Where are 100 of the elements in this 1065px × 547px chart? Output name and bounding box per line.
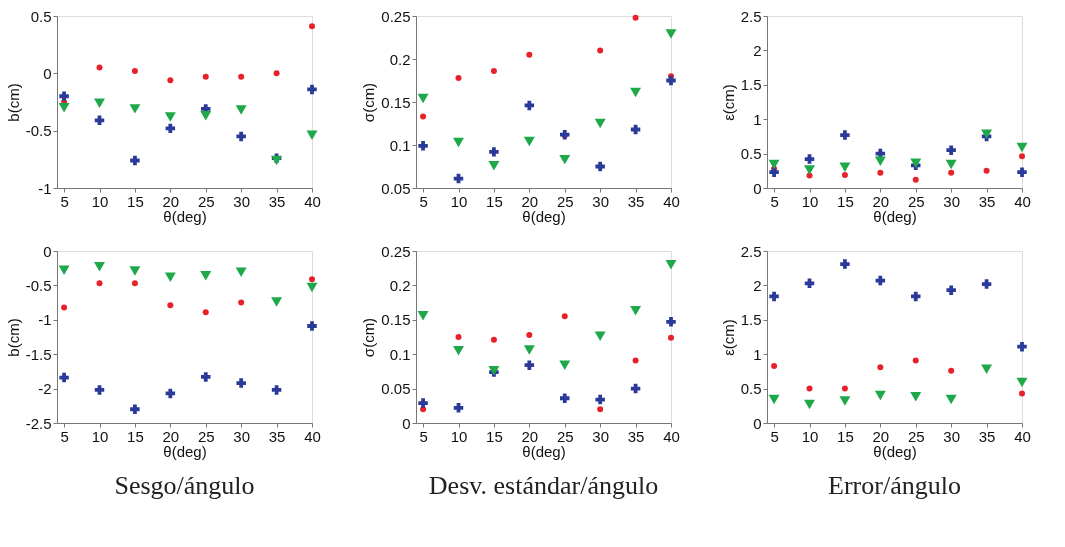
point <box>418 398 428 408</box>
x-tick-label: 40 <box>304 192 321 210</box>
x-tick-label: 5 <box>419 192 428 210</box>
x-tick-label: 20 <box>162 427 180 445</box>
point <box>236 378 246 388</box>
point <box>235 105 247 115</box>
point <box>94 385 105 395</box>
point <box>1017 341 1027 352</box>
point <box>561 313 568 320</box>
point <box>489 147 499 157</box>
point <box>490 336 497 343</box>
y-tick-label: 1.5 <box>740 76 762 94</box>
point <box>877 169 884 176</box>
point <box>309 276 315 283</box>
point <box>418 141 428 151</box>
point <box>238 299 245 306</box>
x-tick-label: 5 <box>60 427 69 445</box>
point <box>130 404 140 414</box>
point <box>201 372 211 382</box>
point <box>488 160 500 171</box>
point <box>455 74 462 81</box>
point <box>271 385 282 395</box>
point <box>1016 142 1028 153</box>
point <box>417 310 429 321</box>
point <box>948 367 955 374</box>
point <box>841 385 848 392</box>
point <box>235 267 247 278</box>
x-tick-label: 40 <box>663 427 680 445</box>
x-axis-title: θ(deg) <box>163 207 207 225</box>
x-tick-label: 40 <box>1014 427 1031 445</box>
x-tick-label: 40 <box>304 427 321 445</box>
point <box>840 259 850 269</box>
point <box>1019 390 1025 397</box>
x-tick-label: 5 <box>419 427 428 445</box>
point <box>306 282 318 293</box>
point <box>840 130 850 140</box>
x-tick-label: 25 <box>556 192 574 210</box>
y-tick-label: 0.1 <box>389 345 411 363</box>
point <box>96 280 103 287</box>
point <box>58 102 70 113</box>
point <box>131 68 138 75</box>
y-tick-label: 1 <box>753 110 762 128</box>
point <box>594 331 606 342</box>
x-tick-label: 5 <box>770 427 779 445</box>
x-tick-label: 30 <box>943 192 961 210</box>
y-tick-label: 0 <box>402 414 411 432</box>
point <box>668 334 674 341</box>
point <box>877 364 884 371</box>
point <box>841 171 848 178</box>
y-tick-label: 2 <box>753 276 762 294</box>
point <box>1019 153 1025 160</box>
x-tick-label: 30 <box>233 427 251 445</box>
point <box>129 104 141 114</box>
x-tick-label: 10 <box>801 192 819 210</box>
point <box>273 70 280 77</box>
x-tick-label: 10 <box>801 427 819 445</box>
x-tick-label: 30 <box>592 192 610 210</box>
point <box>948 169 955 176</box>
point <box>309 23 315 30</box>
x-tick-label: 20 <box>521 427 539 445</box>
x-tick-label: 10 <box>450 427 468 445</box>
x-tick-label: 30 <box>592 427 610 445</box>
point <box>526 331 533 338</box>
point <box>1017 167 1027 177</box>
x-tick-label: 35 <box>627 192 645 210</box>
point <box>165 123 176 134</box>
text: Desv. estándar/ángulo <box>428 471 659 500</box>
point <box>632 14 639 21</box>
x-tick-label: 40 <box>1014 192 1031 210</box>
point <box>236 131 246 142</box>
y-tick-label: -1.5 <box>25 345 52 363</box>
point <box>164 112 176 122</box>
x-axis-title: θ(deg) <box>873 442 917 460</box>
point <box>983 167 990 174</box>
x-tick-label: 10 <box>91 427 109 445</box>
point <box>912 176 919 183</box>
point <box>769 167 779 177</box>
y-tick-label: -2 <box>38 380 52 398</box>
y-tick-label: 0.05 <box>381 380 411 398</box>
y-tick-label: 2 <box>753 41 762 59</box>
y-tick-label: 0 <box>43 242 52 260</box>
x-tick-label: 35 <box>627 427 645 445</box>
point <box>455 334 462 340</box>
y-tick-label: 2.5 <box>740 7 762 25</box>
point <box>666 317 676 327</box>
point <box>1016 377 1028 388</box>
point <box>804 399 815 410</box>
y-tick-label: 0.5 <box>30 7 52 25</box>
x-tick-label: 20 <box>872 192 890 210</box>
x-tick-label: 25 <box>556 427 574 445</box>
point <box>490 68 497 75</box>
point <box>768 159 780 170</box>
point <box>771 362 778 369</box>
point <box>164 272 176 282</box>
point <box>597 406 604 413</box>
x-tick-label: 15 <box>127 192 144 210</box>
y-tick-label: 0.15 <box>381 311 411 329</box>
point <box>630 306 642 316</box>
y-tick-label: 0.2 <box>389 50 411 68</box>
point <box>839 396 851 406</box>
